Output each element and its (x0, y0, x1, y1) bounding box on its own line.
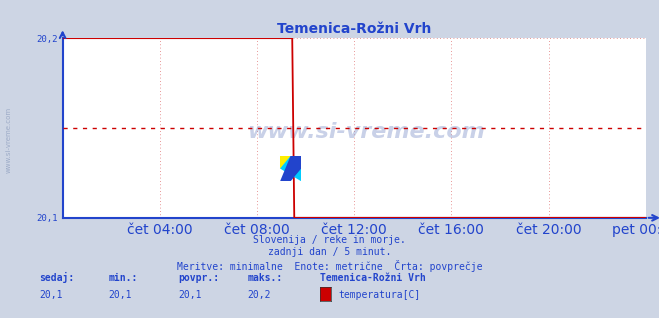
Text: maks.:: maks.: (247, 273, 282, 283)
Text: sedaj:: sedaj: (40, 273, 74, 283)
Text: Meritve: minimalne  Enote: metrične  Črta: povprečje: Meritve: minimalne Enote: metrične Črta:… (177, 260, 482, 272)
Text: 20,1: 20,1 (109, 290, 132, 300)
Polygon shape (280, 156, 301, 181)
Text: Temenica-Rožni Vrh: Temenica-Rožni Vrh (320, 273, 425, 283)
Text: zadnji dan / 5 minut.: zadnji dan / 5 minut. (268, 247, 391, 257)
Polygon shape (280, 156, 291, 169)
Polygon shape (280, 156, 301, 181)
Text: povpr.:: povpr.: (178, 273, 219, 283)
Text: 20,2: 20,2 (247, 290, 271, 300)
Text: www.si-vreme.com: www.si-vreme.com (5, 107, 12, 173)
Text: 20,1: 20,1 (40, 290, 63, 300)
Text: temperatura[C]: temperatura[C] (338, 290, 420, 300)
Text: Slovenija / reke in morje.: Slovenija / reke in morje. (253, 235, 406, 245)
Text: 20,1: 20,1 (178, 290, 202, 300)
Text: www.si-vreme.com: www.si-vreme.com (248, 121, 485, 142)
Title: Temenica-Rožni Vrh: Temenica-Rožni Vrh (277, 22, 432, 36)
Text: min.:: min.: (109, 273, 138, 283)
